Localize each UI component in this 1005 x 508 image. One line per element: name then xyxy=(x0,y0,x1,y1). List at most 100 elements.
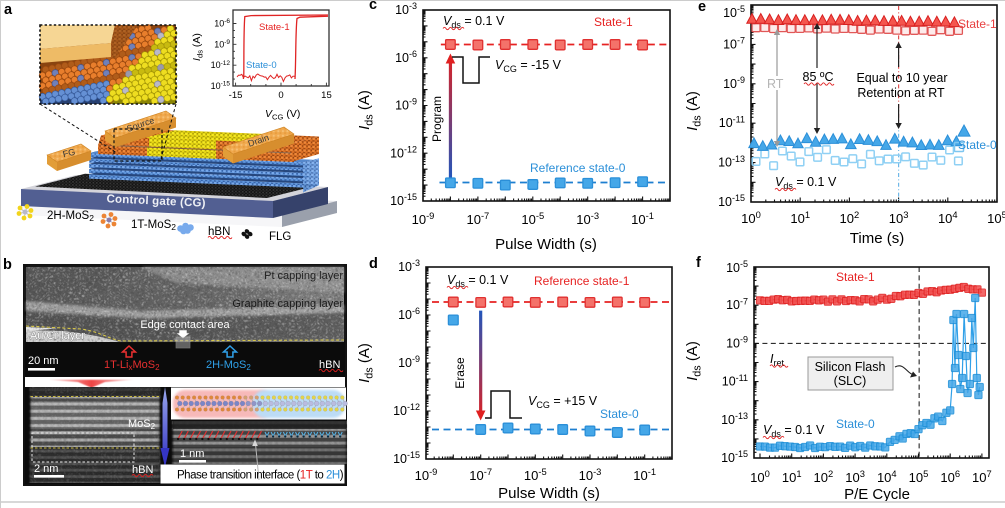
svg-text:2 nm: 2 nm xyxy=(34,463,58,475)
svg-text:Retention at RT: Retention at RT xyxy=(857,86,945,100)
svg-text:RT: RT xyxy=(767,77,784,91)
svg-text:106: 106 xyxy=(940,468,960,485)
svg-text:Ids (A): Ids (A) xyxy=(356,343,375,383)
svg-text:Reference state-1: Reference state-1 xyxy=(534,274,630,288)
svg-text:Equal to 10 year: Equal to 10 year xyxy=(856,71,947,85)
svg-text:Ids (A): Ids (A) xyxy=(356,90,375,130)
svg-text:10-9: 10-9 xyxy=(214,39,230,49)
svg-text:1 nm: 1 nm xyxy=(180,448,204,460)
svg-text:10-7: 10-7 xyxy=(466,210,489,227)
svg-text:hBN: hBN xyxy=(208,226,230,238)
svg-text:1T-LixMoS2: 1T-LixMoS2 xyxy=(104,359,160,372)
svg-text:hBN: hBN xyxy=(319,359,340,371)
svg-text:15: 15 xyxy=(321,90,332,101)
svg-text:10-13: 10-13 xyxy=(718,154,745,170)
svg-text:Pt capping layer: Pt capping layer xyxy=(264,270,343,282)
svg-text:10-6: 10-6 xyxy=(395,49,417,65)
svg-text:103: 103 xyxy=(845,468,865,485)
svg-text:State-0: State-0 xyxy=(600,407,639,421)
svg-text:Silicon Flash: Silicon Flash xyxy=(815,360,886,374)
svg-text:105: 105 xyxy=(909,468,929,485)
svg-text:0: 0 xyxy=(278,90,283,101)
svg-text:1T-MoS2: 1T-MoS2 xyxy=(131,219,176,232)
svg-text:105: 105 xyxy=(987,209,1005,226)
svg-text:10-7: 10-7 xyxy=(469,466,492,483)
svg-text:10-1: 10-1 xyxy=(633,466,656,483)
svg-text:10-7: 10-7 xyxy=(723,36,745,52)
svg-text:10-12: 10-12 xyxy=(211,60,231,70)
svg-text:10-15: 10-15 xyxy=(211,81,231,91)
svg-text:10-3: 10-3 xyxy=(579,466,602,483)
svg-text:10-15: 10-15 xyxy=(393,450,420,466)
svg-text:10-15: 10-15 xyxy=(718,193,745,209)
svg-text:hBN: hBN xyxy=(132,464,153,476)
svg-text:10-12: 10-12 xyxy=(393,402,420,418)
svg-text:Program: Program xyxy=(430,96,444,142)
svg-text:VCG = +15 V: VCG = +15 V xyxy=(528,394,598,410)
svg-text:10-5: 10-5 xyxy=(521,210,544,227)
svg-text:85 ºC: 85 ºC xyxy=(803,70,834,84)
svg-text:VCG = -15 V: VCG = -15 V xyxy=(495,58,562,74)
svg-text:Pulse Width (s): Pulse Width (s) xyxy=(495,236,597,253)
svg-text:10-6: 10-6 xyxy=(398,306,420,322)
svg-text:10-5: 10-5 xyxy=(726,259,748,275)
svg-text:Edge contact area: Edge contact area xyxy=(140,319,230,331)
svg-text:FLG: FLG xyxy=(269,231,291,243)
svg-text:Ids (A): Ids (A) xyxy=(191,33,204,61)
svg-text:10-15: 10-15 xyxy=(721,449,748,465)
svg-text:MoS2: MoS2 xyxy=(128,418,156,431)
svg-text:104: 104 xyxy=(877,468,897,485)
svg-text:102: 102 xyxy=(814,468,834,485)
svg-text:10-6: 10-6 xyxy=(214,18,230,28)
svg-text:10-7: 10-7 xyxy=(726,296,748,312)
svg-text:State-0: State-0 xyxy=(246,60,277,71)
svg-text:Graphite capping layer: Graphite capping layer xyxy=(232,298,343,310)
svg-text:(SLC): (SLC) xyxy=(834,374,867,388)
svg-text:10-1: 10-1 xyxy=(631,210,654,227)
svg-text:20 nm: 20 nm xyxy=(28,355,59,367)
svg-text:100: 100 xyxy=(750,468,770,485)
svg-text:-15: -15 xyxy=(229,90,243,101)
svg-text:Ids (A): Ids (A) xyxy=(684,341,703,381)
svg-text:Iret: Iret xyxy=(770,352,784,368)
svg-text:Ids (A): Ids (A) xyxy=(684,91,703,131)
svg-text:10-9: 10-9 xyxy=(395,97,417,113)
svg-text:State-0: State-0 xyxy=(958,138,997,152)
svg-text:10-3: 10-3 xyxy=(398,258,420,274)
svg-text:10-12: 10-12 xyxy=(390,144,417,160)
svg-text:10-13: 10-13 xyxy=(721,411,748,427)
svg-text:State-1: State-1 xyxy=(594,15,633,29)
svg-text:10-11: 10-11 xyxy=(722,373,748,389)
svg-text:Control gate (CG): Control gate (CG) xyxy=(106,193,206,209)
svg-text:104: 104 xyxy=(938,209,958,226)
svg-text:10-9: 10-9 xyxy=(398,354,420,370)
svg-text:Vds = 0.1 V: Vds = 0.1 V xyxy=(775,175,837,191)
svg-text:P/E Cycle: P/E Cycle xyxy=(844,486,910,503)
svg-text:10-11: 10-11 xyxy=(719,114,745,130)
svg-text:Au/Cr layer: Au/Cr layer xyxy=(30,330,85,342)
svg-text:107: 107 xyxy=(972,468,992,485)
svg-text:Vds = 0.1 V: Vds = 0.1 V xyxy=(763,423,825,439)
svg-text:103: 103 xyxy=(889,209,909,226)
svg-text:State-1: State-1 xyxy=(259,22,290,33)
svg-text:10-9: 10-9 xyxy=(723,75,745,91)
svg-text:State-1: State-1 xyxy=(836,270,875,284)
svg-text:10-5: 10-5 xyxy=(723,4,745,20)
svg-text:Pulse Width (s): Pulse Width (s) xyxy=(498,485,600,502)
svg-text:10-3: 10-3 xyxy=(395,1,417,17)
svg-text:2H-MoS2: 2H-MoS2 xyxy=(206,359,251,372)
svg-text:101: 101 xyxy=(790,209,810,226)
svg-text:10-15: 10-15 xyxy=(390,192,417,208)
svg-text:102: 102 xyxy=(840,209,860,226)
svg-text:VCG (V): VCG (V) xyxy=(265,108,300,121)
svg-text:101: 101 xyxy=(782,468,802,485)
svg-text:Erase: Erase xyxy=(453,357,467,389)
svg-text:10-9: 10-9 xyxy=(412,210,435,227)
svg-text:State-0: State-0 xyxy=(836,417,875,431)
svg-text:Time (s): Time (s) xyxy=(850,230,904,247)
svg-text:Reference state-0: Reference state-0 xyxy=(530,161,626,175)
svg-text:FG: FG xyxy=(62,147,77,160)
svg-text:Vds = 0.1 V: Vds = 0.1 V xyxy=(443,14,505,30)
svg-text:10-9: 10-9 xyxy=(415,466,438,483)
svg-text:Phase transition interface (1T: Phase transition interface (1T to 2H) xyxy=(177,470,344,482)
